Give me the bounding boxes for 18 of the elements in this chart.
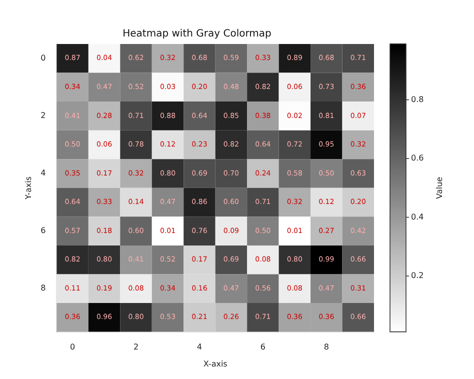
- x-tick-label: 8: [324, 342, 329, 352]
- y-axis-title: Y-axis: [24, 176, 33, 200]
- x-tick-label: 0: [70, 342, 76, 352]
- y-tick-label: 6: [40, 226, 46, 236]
- y-tick-label: 8: [40, 284, 46, 293]
- color-bar-label: 0.8: [411, 94, 424, 104]
- y-tick-label: 2: [40, 111, 46, 120]
- color-bar-label: 0.2: [411, 271, 424, 280]
- y-tick-label: 0: [40, 53, 46, 62]
- color-bar-title: Value: [435, 176, 444, 199]
- x-tick-label: 2: [133, 342, 139, 352]
- color-bar-label: 0.6: [411, 154, 424, 163]
- chart-title: Heatmap with Gray Colormap: [122, 28, 272, 40]
- x-axis-title: X-axis: [203, 359, 228, 368]
- x-tick-label: 6: [260, 342, 266, 352]
- color-bar-label: 0.4: [411, 212, 424, 222]
- x-tick-label: 4: [196, 342, 202, 352]
- y-tick-label: 4: [40, 168, 46, 178]
